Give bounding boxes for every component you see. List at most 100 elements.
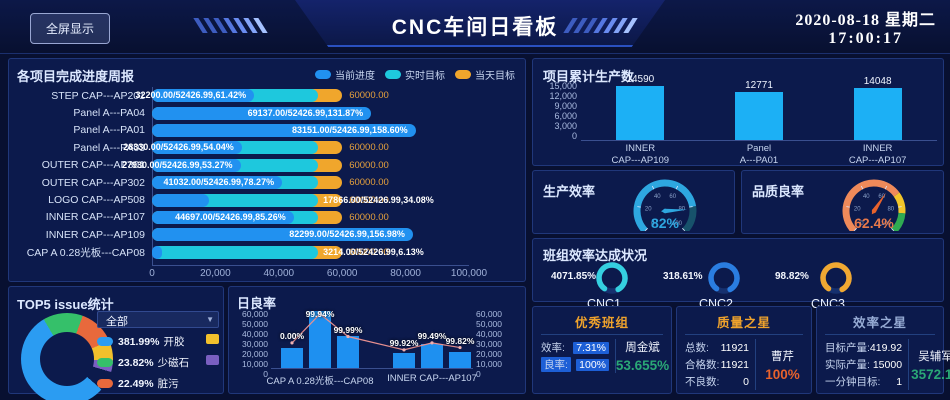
svg-text:20: 20: [854, 206, 861, 212]
yield-line-label: 99.82%: [445, 335, 475, 346]
progress-category-label: Panel A---PA03: [73, 141, 145, 154]
yield-chart: 60,000 50,000 40,000 30,000 20,000 10,000 0 0.…: [233, 309, 521, 379]
stat-value: 100%: [576, 358, 609, 371]
gauge-title: 生产效率: [543, 184, 596, 199]
yield-line-label: 0.00%: [279, 330, 305, 341]
stat-value: 11921: [720, 358, 749, 371]
top5-issue-panel: TOP5 issue统计 全部 ▼ 381.99% 开胶 23.82% 少磁石 …: [8, 286, 224, 400]
day-target-label: 60000.00: [349, 177, 389, 189]
progress-value-label: 3214.00/52426.99,6.13%: [323, 246, 424, 257]
gauge-title: 品质良率: [752, 184, 805, 199]
axis-tick: 80,000: [390, 268, 421, 279]
progress-value-label: 32200.00/52426.99,61.42%: [135, 90, 247, 101]
project-progress-panel: 各项目完成进度周报 当前进度 实时目标 当天目标 STEP CAP---AP20…: [8, 58, 526, 282]
star-panel-title: 质量之星: [685, 312, 803, 335]
stat-row: 效率: 7.31%: [541, 339, 609, 356]
top5-legend-item[interactable]: 381.99% 开胶: [97, 334, 219, 349]
legend-item-current[interactable]: 当前进度: [315, 67, 375, 82]
team-panel-title: 班组效率达成状况: [543, 248, 648, 263]
time-text: 17:00:17: [828, 30, 903, 47]
progress-value-label: 44697.00/52426.99,85.26%: [175, 211, 286, 222]
stat-label: 合格数:: [685, 359, 720, 371]
legend-item-realtime-target[interactable]: 实时目标: [385, 67, 445, 82]
top5-legend-item[interactable]: 23.82% 少磁石: [97, 355, 219, 370]
top5-legend-item[interactable]: 22.49% 脏污: [97, 376, 219, 391]
legend-label: 脏污: [157, 378, 179, 390]
progress-category-label: LOGO CAP---AP508: [48, 194, 145, 207]
legend-pct: 381.99%: [118, 335, 160, 348]
daily-yield-panel: 日良率 60,000 50,000 40,000 30,000 20,000 10,000…: [228, 286, 526, 394]
yield-line-label: 99.92%: [389, 337, 419, 348]
day-target-label: 60000.00: [349, 159, 389, 171]
stat-row: 实际产量: 15000: [825, 356, 902, 373]
stat-value: 11921: [720, 341, 749, 354]
best-team-panel: 优秀班组 效率: 7.31% 良率: 100% 周金斌 53.655%: [532, 306, 672, 394]
legend-label: 当天目标: [475, 71, 515, 82]
legend-side-swatch[interactable]: [206, 355, 219, 365]
star-person-name: 曹芹: [771, 350, 794, 363]
stat-row: 总数: 11921: [685, 339, 749, 356]
yield-line-label: 99.99%: [333, 324, 363, 335]
star-person-name: 吴辅军: [918, 350, 950, 363]
progress-row: Panel A---PA04 69137.00/52426.99,131.87%: [17, 104, 517, 121]
quality-star-panel: 质量之星 总数: 11921 合格数: 11921 不良数: 0 曹芹 100%: [676, 306, 812, 394]
progress-value-label: 28330.00/52426.99,54.04%: [123, 142, 234, 153]
efficiency-gauge-panel: 生产效率 0 20 40 60 80 100 82%: [532, 170, 735, 234]
stat-value: 7.31%: [573, 341, 609, 354]
progress-row: STEP CAP---AP201 60000.00 32200.00/52426.9…: [17, 87, 517, 104]
stat-label: 良率:: [541, 357, 571, 372]
team-efficiency-panel: 班组效率达成状况 4071.85% CNC1 318.61% CNC2 98.82% CN…: [532, 238, 944, 311]
yield-bar: [449, 352, 471, 368]
legend-item-day-target[interactable]: 当天目标: [455, 67, 515, 82]
day-target-label: 60000.00: [349, 142, 389, 154]
svg-text:0: 0: [651, 221, 655, 227]
yield-bar: [421, 344, 443, 368]
yield-right-axis: 60,000 50,000 40,000 30,000 20,000 10,000 0: [476, 309, 502, 379]
progress-row: OUTER CAP---AP301 60000.00 27930.00/52426.…: [17, 157, 517, 174]
star-big-value: 3572.14: [911, 366, 950, 382]
stat-value: 0: [743, 375, 749, 388]
svg-text:100: 100: [881, 221, 892, 227]
progress-bars: STEP CAP---AP201 60000.00 32200.00/52426.9…: [17, 87, 517, 261]
fullscreen-button[interactable]: 全屏显示: [30, 13, 111, 44]
day-target-label: 60000.00: [349, 90, 389, 102]
top5-filter-dropdown[interactable]: 全部 ▼: [97, 311, 219, 328]
legend-swatch: [385, 70, 401, 79]
progress-x-axis: 0 20,000 40,000 60,000 80,000 100,000: [149, 265, 487, 279]
gauge-chart: 0 20 40 60 80 100: [814, 167, 934, 231]
star-panel-title: 效率之星: [825, 312, 935, 335]
legend-pct: 22.49%: [118, 377, 154, 390]
progress-row: CAP A 0.28光板---CAP08 60000.00 3214.00/5242…: [17, 244, 517, 261]
progress-category-label: CAP A 0.28光板---CAP08: [26, 246, 145, 259]
stat-label: 一分钟目标:: [825, 376, 881, 388]
legend-label: 少磁石: [157, 357, 190, 369]
progress-row: OUTER CAP---AP302 60000.00 41032.00/52426.…: [17, 174, 517, 191]
stat-row: 一分钟目标: 1: [825, 373, 902, 390]
star-big-value: 53.655%: [615, 358, 670, 373]
progress-y-axis-line: [152, 87, 153, 265]
gauge-chart: 0 20 40 60 80 100: [605, 167, 725, 231]
axis-tick: 100,000: [450, 268, 488, 279]
yield-line-label: 99.49%: [417, 330, 447, 341]
yield-category-label: CAP A 0.28光板---CAP08: [266, 376, 374, 387]
stat-row: 合格数: 11921: [685, 356, 749, 373]
progress-row: LOGO CAP---AP508 60000.00 17866.00/52426.9…: [17, 191, 517, 208]
legend-side-swatch[interactable]: [206, 334, 219, 344]
yield-panel-title: 日良率: [237, 296, 277, 311]
progress-value-label: 27930.00/52426.99,53.27%: [121, 159, 233, 170]
svg-text:80: 80: [678, 206, 685, 212]
top5-panel-title: TOP5 issue统计: [17, 297, 114, 312]
yield-bar: [281, 348, 303, 368]
header: CNC车间日看板 全屏显示 2020-08-18 星期二 17:00:17: [0, 0, 950, 54]
legend-swatch: [315, 70, 331, 79]
chevron-down-icon: ▼: [206, 315, 214, 324]
progress-value-label: 69137.00/52426.99,131.87%: [247, 107, 364, 118]
progress-row: Panel A---PA01 83151.00/52426.99,158.60%: [17, 122, 517, 139]
progress-category-label: OUTER CAP---AP301: [41, 159, 145, 172]
yield-bar: [309, 311, 331, 368]
progress-category-label: OUTER CAP---AP302: [41, 176, 145, 189]
yield-plot-area: 0.00% 99.94% 99.99% 99.92% 99.49% 99.82%: [271, 309, 475, 369]
stat-label: 不良数:: [685, 376, 720, 388]
star-person-name: 周金斌: [625, 342, 660, 354]
legend-label: 当前进度: [335, 71, 375, 82]
